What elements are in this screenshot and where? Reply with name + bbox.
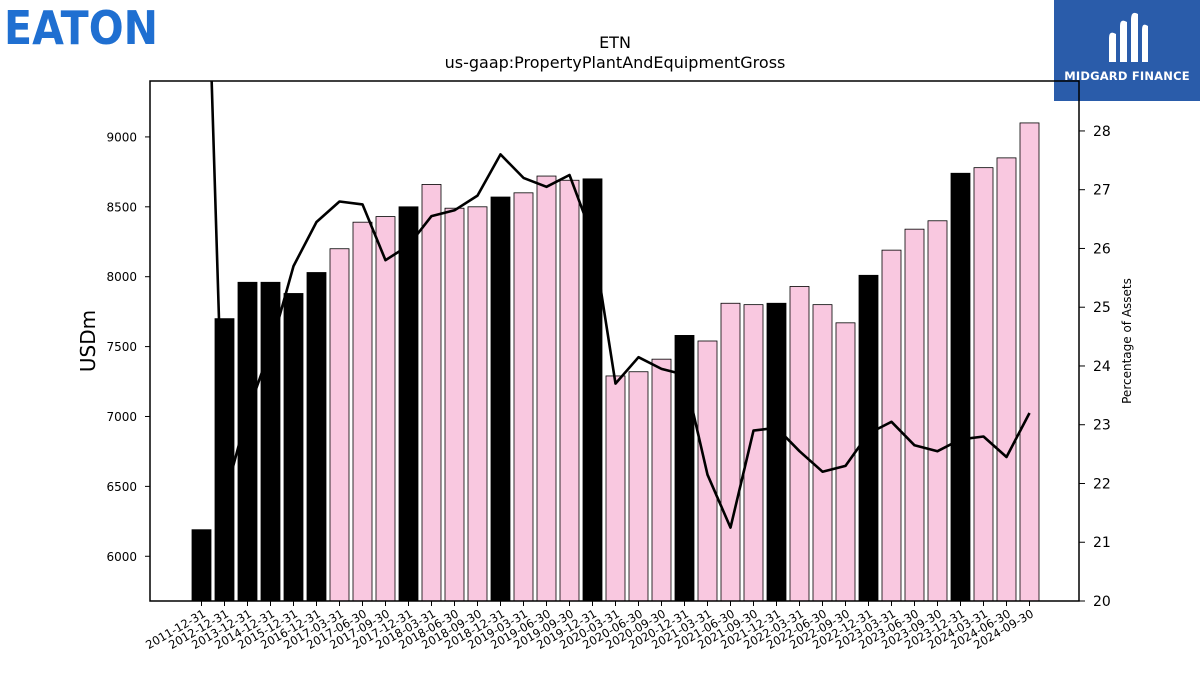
bar-2015-12-31 — [283, 293, 304, 602]
bar-2021-12-31 — [766, 302, 787, 602]
bar-2020-03-31 — [605, 375, 626, 602]
y2-axis-label: Percentage of Assets — [1120, 278, 1134, 404]
y2-tick-label: 27 — [1093, 183, 1111, 199]
y2-tick-label: 28 — [1093, 124, 1111, 140]
y-tick-label: 6500 — [106, 480, 137, 494]
bar-2022-06-30 — [812, 304, 833, 602]
eaton-logo: EATON — [4, 1, 160, 55]
y2-axis: 20 21 22 23 24 25 26 27 28 — [1079, 124, 1111, 610]
plot-frame — [149, 80, 1080, 602]
y2-tick-label: 20 — [1093, 594, 1111, 610]
bar-2017-06-30 — [352, 221, 373, 602]
eaton-logo-text: EATON — [4, 2, 158, 50]
y-tick-label: 9000 — [106, 130, 137, 144]
bar-2021-09-30 — [743, 304, 764, 602]
y2-tick-label: 23 — [1093, 418, 1111, 434]
y2-tick-label: 21 — [1093, 535, 1111, 551]
y2-tick-label: 24 — [1093, 359, 1111, 375]
y2-tick-label: 25 — [1093, 300, 1111, 316]
bar-2022-12-31 — [858, 274, 879, 602]
y-tick-label: 7500 — [106, 340, 137, 354]
bar-2023-12-31 — [950, 172, 971, 602]
bar-2020-09-30 — [651, 358, 672, 602]
bar-2018-03-31 — [421, 184, 442, 602]
bar-2019-09-30 — [559, 179, 580, 602]
bar-2011-12-31 — [191, 529, 212, 602]
midgard-emblem-icon — [1109, 12, 1148, 63]
midgard-finance-text: MIDGARD FINANCE — [1064, 69, 1190, 83]
bar-2018-06-30 — [444, 207, 465, 602]
midgard-finance-logo: MIDGARD FINANCE — [1054, 0, 1200, 101]
bar-2019-03-31 — [513, 192, 534, 602]
y-tick-label: 8500 — [106, 200, 137, 214]
bar-group — [191, 122, 1040, 602]
bar-2023-09-30 — [927, 220, 948, 602]
chart-subtitle: us-gaap:PropertyPlantAndEquipmentGross — [445, 53, 786, 72]
bar-2019-06-30 — [536, 175, 557, 602]
bar-2024-09-30 — [1019, 122, 1040, 602]
bar-2020-06-30 — [628, 371, 649, 602]
bar-2016-12-31 — [306, 272, 327, 602]
bar-2021-06-30 — [720, 302, 741, 602]
bar-2017-12-31 — [398, 206, 419, 602]
y-axis: 6000 6500 7000 7500 8000 8500 9000 — [106, 130, 150, 564]
y-tick-label: 8000 — [106, 270, 137, 284]
y2-tick-label: 26 — [1093, 241, 1111, 257]
bar-2024-03-31 — [973, 167, 994, 602]
percentage-of-assets-line — [210, 81, 1031, 529]
bar-2022-09-30 — [835, 322, 856, 602]
chart-title: ETN — [599, 33, 631, 52]
bar-2018-12-31 — [490, 196, 511, 602]
y-tick-label: 6000 — [106, 550, 137, 564]
bar-2018-09-30 — [467, 206, 488, 602]
bar-2017-03-31 — [329, 248, 350, 602]
bar-2023-06-30 — [904, 228, 925, 602]
y2-tick-label: 22 — [1093, 476, 1111, 492]
bar-2014-12-31 — [260, 281, 281, 602]
line-group — [210, 81, 1031, 529]
bar-2017-09-30 — [375, 216, 396, 602]
y-axis-label: USDm — [76, 310, 100, 372]
x-axis: 2011-12-312012-12-312013-12-312014-12-31… — [143, 601, 1036, 652]
bar-2024-06-30 — [996, 157, 1017, 602]
y-tick-label: 7000 — [106, 410, 137, 424]
